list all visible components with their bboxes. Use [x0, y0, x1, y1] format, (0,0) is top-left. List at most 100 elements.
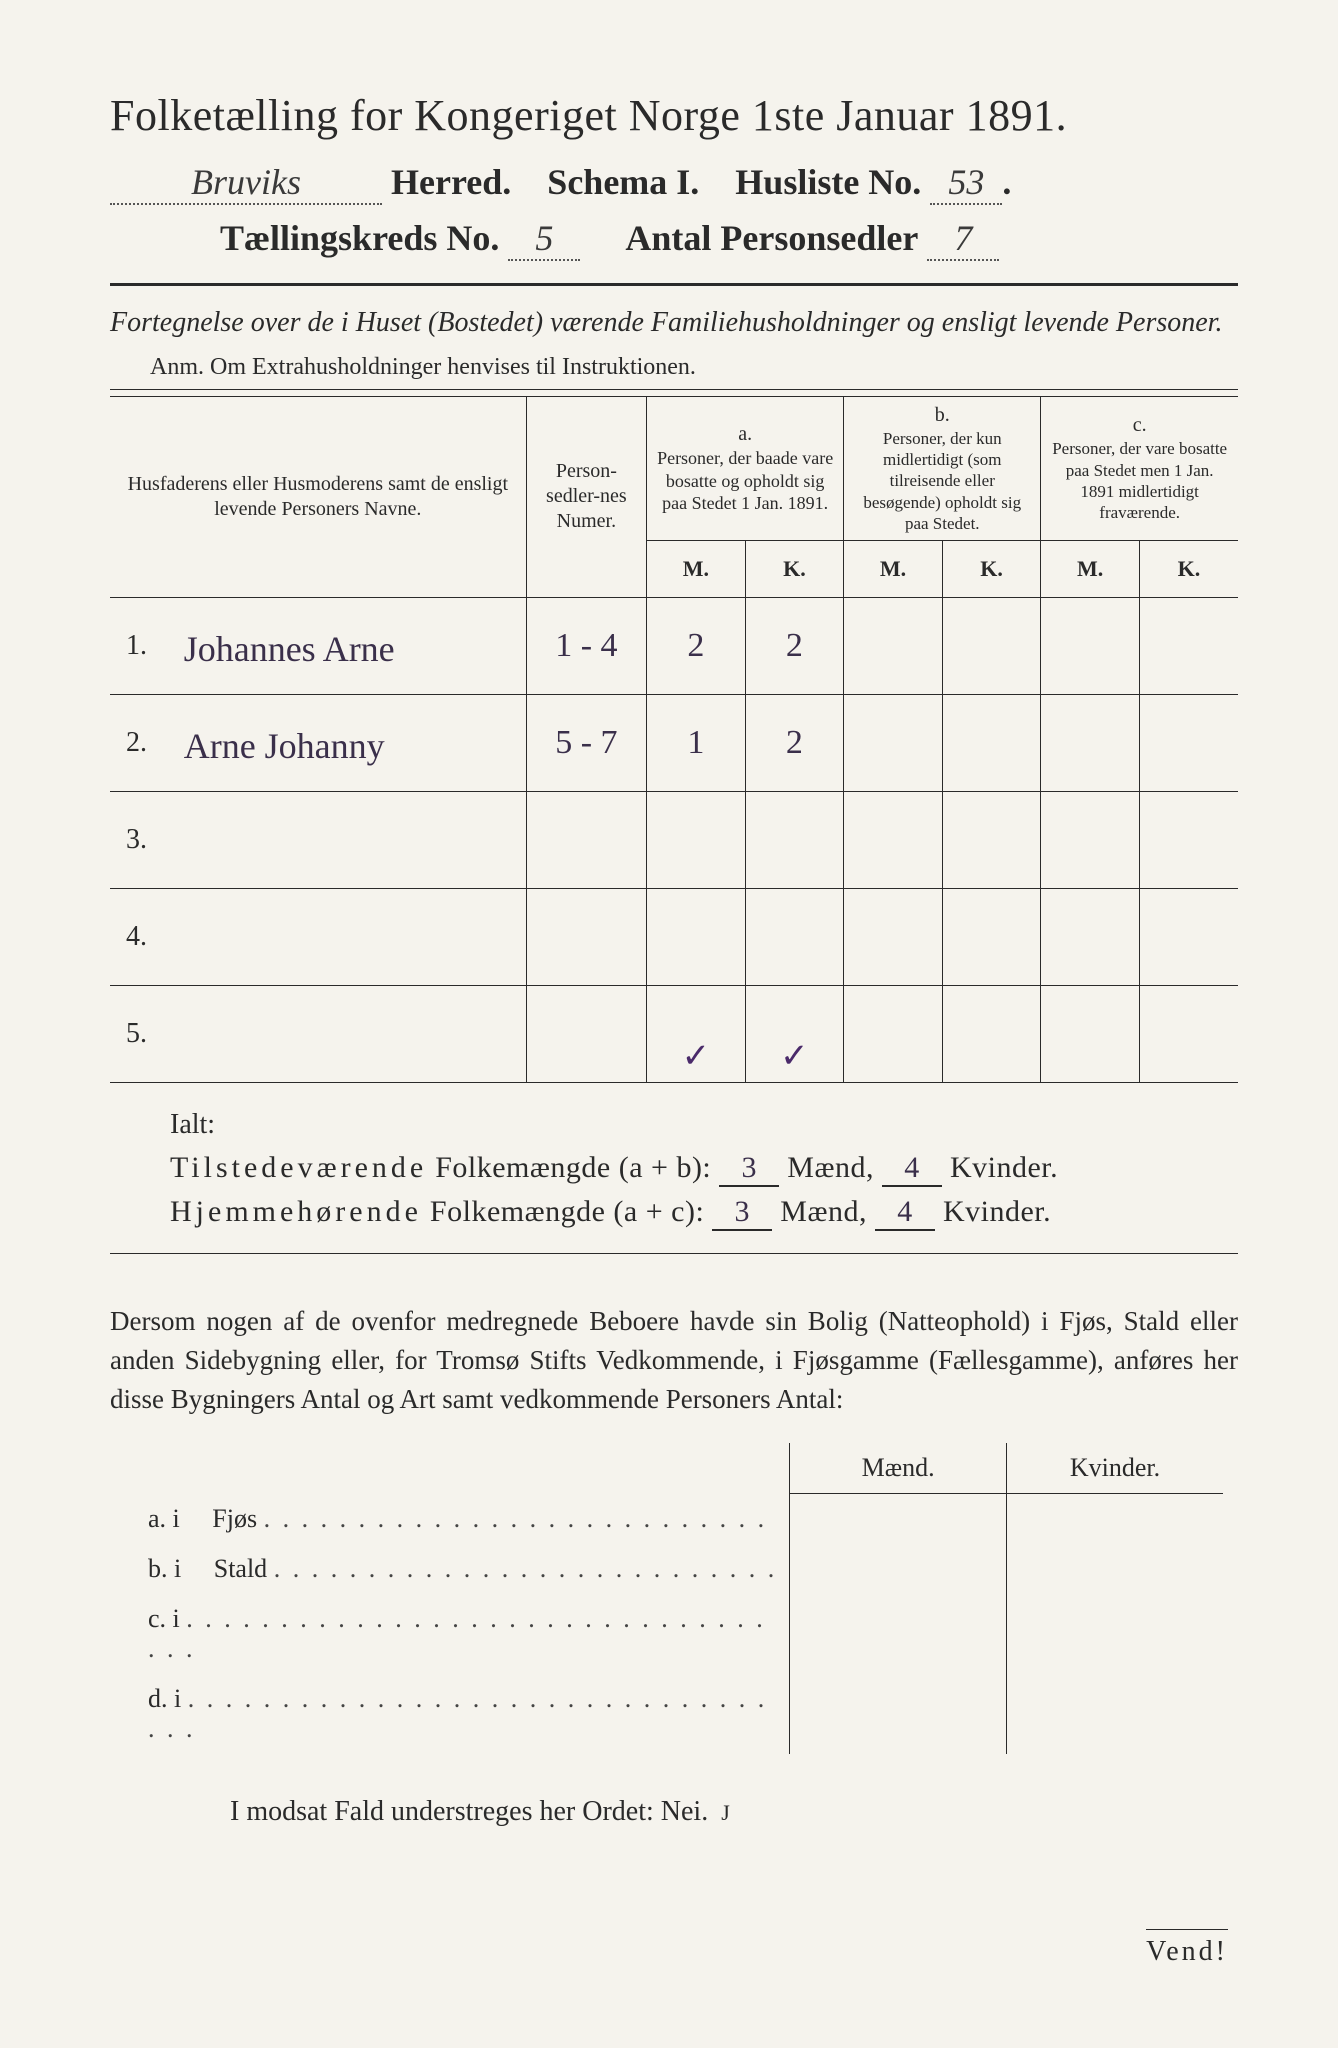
row-name: [176, 792, 526, 889]
row-sedler: 5 - 7: [526, 695, 646, 792]
til-label-b: Folkemængde (a + b):: [435, 1151, 711, 1184]
kreds-no: 5: [508, 217, 580, 261]
row-c-k: [1139, 792, 1238, 889]
row-b-k: [942, 695, 1041, 792]
bldg-row-label: c. i: [148, 1604, 180, 1633]
col-b-m: M.: [844, 541, 943, 598]
row-a-m: ✓: [647, 986, 746, 1083]
row-c-k: [1139, 889, 1238, 986]
dotted-leader: . . . . . . . . . . . . . . . . . . . . …: [274, 1554, 778, 1583]
bldg-k: [1007, 1544, 1223, 1594]
bldg-m: [790, 1544, 1007, 1594]
row-a-k: ✓: [745, 986, 844, 1083]
bldg-row-label: a. i: [148, 1504, 180, 1533]
bldg-row: a. i Fjøs . . . . . . . . . . . . . . . …: [140, 1494, 1223, 1544]
bldg-m: [790, 1674, 1007, 1754]
nei-mark: J: [721, 1800, 730, 1826]
row-a-m: 1: [647, 695, 746, 792]
bldg-row: b. i Stald . . . . . . . . . . . . . . .…: [140, 1544, 1223, 1594]
hjem-m: 3: [712, 1195, 772, 1231]
bldg-k: [1007, 1494, 1223, 1544]
bldg-row-label: b. i: [148, 1554, 181, 1583]
row-sedler: [526, 889, 646, 986]
col-sedler: Person-sedler-nes Numer.: [526, 396, 646, 597]
row-b-k: [942, 889, 1041, 986]
row-c-k: [1139, 695, 1238, 792]
vend-label: Vend!: [1146, 1929, 1228, 1968]
row-c-m: [1041, 598, 1140, 695]
divider: [110, 283, 1238, 286]
til-label: Tilstedeværende: [170, 1151, 427, 1184]
row-a-k: 2: [745, 695, 844, 792]
building-table: Mænd. Kvinder. a. i Fjøs . . . . . . . .…: [140, 1443, 1223, 1754]
hjem-label-b: Folkemængde (a + c):: [430, 1195, 704, 1228]
row-num: 4.: [110, 889, 176, 986]
bldg-row: d. i . . . . . . . . . . . . . . . . . .…: [140, 1674, 1223, 1754]
row-num: 3.: [110, 792, 176, 889]
row-name: Arne Johanny: [176, 695, 526, 792]
row-num: 5.: [110, 986, 176, 1083]
row-b-m: [844, 598, 943, 695]
bldg-row-name: Stald: [214, 1554, 267, 1583]
col-name: Husfaderens eller Husmoderens samt de en…: [110, 396, 526, 597]
husliste-no: 53: [930, 161, 1002, 205]
bldg-row: c. i . . . . . . . . . . . . . . . . . .…: [140, 1594, 1223, 1674]
personsedler-label: Antal Personsedler: [625, 218, 918, 258]
row-c-k: [1139, 598, 1238, 695]
building-paragraph: Dersom nogen af de ovenfor medregnede Be…: [110, 1302, 1238, 1419]
row-b-m: [844, 986, 943, 1083]
row-c-m: [1041, 889, 1140, 986]
ialt-label: Ialt:: [170, 1109, 1238, 1141]
row-a-k: 2: [745, 598, 844, 695]
row-c-m: [1041, 986, 1140, 1083]
totals-line-2: Hjemmehørende Folkemængde (a + c): 3 Mæn…: [170, 1195, 1238, 1231]
dotted-leader: . . . . . . . . . . . . . . . . . . . . …: [264, 1504, 768, 1533]
row-a-k: [745, 792, 844, 889]
kvinder-label: Kvinder.: [950, 1151, 1058, 1184]
row-a-k: [745, 889, 844, 986]
nei-line: I modsat Fald understreges her Ordet: Ne…: [230, 1796, 1238, 1828]
hjem-k: 4: [875, 1195, 935, 1231]
row-sedler: [526, 986, 646, 1083]
table-row: 1. Johannes Arne 1 - 4 2 2: [110, 598, 1238, 695]
row-b-m: [844, 889, 943, 986]
maend-label: Mænd,: [787, 1151, 874, 1184]
bldg-head-k: Kvinder.: [1007, 1443, 1223, 1494]
col-b: b. Personer, der kun midlertidigt (som t…: [844, 396, 1041, 540]
bldg-m: [790, 1494, 1007, 1544]
herred-name: Bruviks: [110, 161, 382, 205]
table-row: 2. Arne Johanny 5 - 7 1 2: [110, 695, 1238, 792]
maend-label: Mænd,: [780, 1195, 867, 1228]
row-name: Johannes Arne: [176, 598, 526, 695]
row-name: [176, 986, 526, 1083]
row-a-m: [647, 889, 746, 986]
til-m: 3: [719, 1151, 779, 1187]
table-bottom-rule: [110, 1082, 1238, 1083]
kvinder-label: Kvinder.: [943, 1195, 1051, 1228]
row-b-k: [942, 598, 1041, 695]
dotted-leader: . . . . . . . . . . . . . . . . . . . . …: [148, 1604, 766, 1663]
bldg-row-label: d. i: [148, 1684, 181, 1713]
table-row: 4.: [110, 889, 1238, 986]
row-a-m: [647, 792, 746, 889]
row-sedler: 1 - 4: [526, 598, 646, 695]
page-title: Folketælling for Kongeriget Norge 1ste J…: [110, 90, 1238, 141]
row-c-k: [1139, 986, 1238, 1083]
row-b-k: [942, 792, 1041, 889]
schema-label: Schema I.: [547, 162, 699, 202]
bldg-row-name: Fjøs: [212, 1504, 257, 1533]
col-c-m: M.: [1041, 541, 1140, 598]
row-c-m: [1041, 792, 1140, 889]
husliste-label: Husliste No.: [735, 162, 921, 202]
personsedler-no: 7: [927, 217, 999, 261]
row-name: [176, 889, 526, 986]
col-c: c. Personer, der vare bosatte paa Stedet…: [1041, 396, 1238, 540]
dotted-leader: . . . . . . . . . . . . . . . . . . . . …: [148, 1684, 767, 1743]
col-c-k: K.: [1139, 541, 1238, 598]
row-b-k: [942, 986, 1041, 1083]
til-k: 4: [882, 1151, 942, 1187]
table-row: 5. ✓ ✓: [110, 986, 1238, 1083]
anm-note: Anm. Om Extrahusholdninger henvises til …: [150, 354, 1238, 381]
totals-line-1: Tilstedeværende Folkemængde (a + b): 3 M…: [170, 1151, 1238, 1187]
row-b-m: [844, 792, 943, 889]
